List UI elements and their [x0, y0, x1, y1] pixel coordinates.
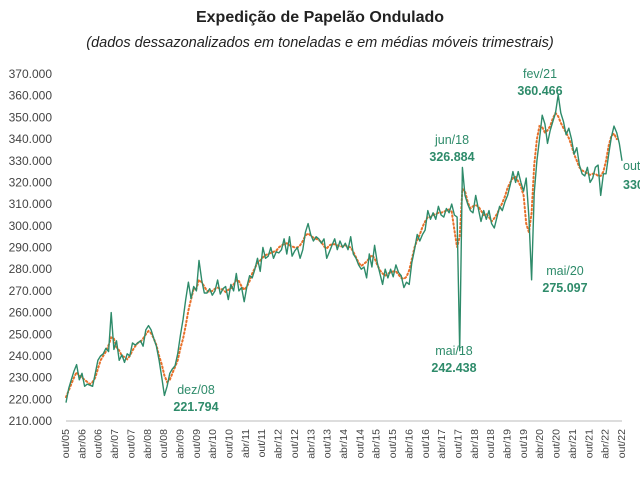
x-tick-label: out/16 — [420, 429, 432, 458]
y-tick-label: 260.000 — [9, 306, 53, 320]
x-axis: out/05 abr/06 out/06 abr/07 out/07 abr/08 out/… — [60, 429, 628, 459]
annotation-value: 221.794 — [173, 400, 218, 414]
x-tick-label: out/05 — [60, 429, 72, 458]
y-tick-label: 340.000 — [9, 132, 53, 146]
y-tick-label: 210.000 — [9, 414, 53, 428]
chart-title: Expedição de Papelão Ondulado — [195, 9, 445, 26]
x-tick-label: out/10 — [224, 429, 236, 458]
x-tick-label: out/18 — [485, 429, 497, 458]
x-tick-label: abr/09 — [174, 429, 186, 459]
x-tick-label: abr/06 — [76, 429, 88, 459]
annotation-label: fev/21 — [523, 67, 557, 81]
x-tick-label: abr/22 — [600, 429, 612, 459]
x-tick-label: abr/07 — [109, 429, 121, 459]
x-tick-label: out/19 — [518, 429, 530, 458]
x-tick-label: abr/10 — [207, 429, 219, 459]
y-tick-label: 280.000 — [9, 262, 53, 276]
series-layer — [65, 93, 623, 403]
annotation-label: mai/20 — [546, 264, 584, 278]
y-tick-label: 360.000 — [9, 89, 53, 103]
chart-subtitle: (dados dessazonalizados em toneladas e e… — [86, 35, 554, 51]
annotation-value: 330.000 — [623, 178, 640, 192]
annotation-label: mai/18 — [435, 344, 473, 358]
x-tick-label: out/13 — [322, 429, 334, 458]
annotation-label: out/22 — [623, 159, 640, 173]
y-tick-label: 230.000 — [9, 371, 53, 385]
y-tick-label: 250.000 — [9, 327, 53, 341]
x-tick-label: out/15 — [387, 429, 399, 458]
x-tick-label: out/09 — [191, 429, 203, 458]
x-tick-label: out/20 — [551, 429, 563, 458]
y-tick-label: 240.000 — [9, 349, 53, 363]
y-tick-label: 270.000 — [9, 284, 53, 298]
x-tick-label: out/12 — [289, 429, 301, 458]
annotation-value: 275.097 — [542, 281, 587, 295]
x-tick-label: abr/16 — [403, 429, 415, 459]
x-tick-label: out/08 — [158, 429, 170, 458]
annotation-value: 326.884 — [429, 150, 474, 164]
x-tick-label: abr/18 — [469, 429, 481, 459]
annotation-label: dez/08 — [177, 383, 215, 397]
y-tick-label: 300.000 — [9, 219, 53, 233]
y-tick-label: 320.000 — [9, 175, 53, 189]
x-tick-label: out/07 — [125, 429, 137, 458]
x-tick-label: out/17 — [452, 429, 464, 458]
x-tick-label: out/21 — [583, 429, 595, 458]
shipment-series-line — [65, 93, 623, 403]
x-tick-label: abr/13 — [305, 429, 317, 459]
moving-average-line — [65, 111, 618, 399]
y-tick-label: 330.000 — [9, 154, 53, 168]
annotation-value: 242.438 — [431, 361, 476, 375]
x-tick-label: out/14 — [354, 429, 366, 458]
y-tick-label: 310.000 — [9, 197, 53, 211]
x-tick-label: abr/14 — [338, 429, 350, 459]
x-tick-label: out/11 — [256, 429, 268, 458]
y-tick-label: 350.000 — [9, 110, 53, 124]
x-tick-label: abr/15 — [371, 429, 383, 459]
y-tick-label: 290.000 — [9, 241, 53, 255]
x-tick-label: abr/11 — [240, 429, 252, 458]
x-tick-label: abr/17 — [436, 429, 448, 459]
annotations: dez/08 221.794 mai/18 242.438 jun/18 326.884 m… — [173, 67, 640, 414]
annotation-value: 360.466 — [517, 84, 562, 98]
y-tick-label: 220.000 — [9, 392, 53, 406]
y-tick-label: 370.000 — [9, 67, 53, 81]
x-tick-label: abr/20 — [534, 429, 546, 459]
x-tick-label: abr/12 — [273, 429, 285, 459]
x-tick-label: abr/19 — [502, 429, 514, 459]
x-tick-label: abr/08 — [142, 429, 154, 459]
annotation-label: jun/18 — [434, 133, 469, 147]
x-tick-label: abr/21 — [567, 429, 579, 459]
x-tick-label: out/06 — [93, 429, 105, 458]
y-axis: 210.000 220.000 230.000 240.000 250.000 260.0… — [9, 67, 622, 428]
x-tick-label: out/22 — [616, 429, 628, 458]
